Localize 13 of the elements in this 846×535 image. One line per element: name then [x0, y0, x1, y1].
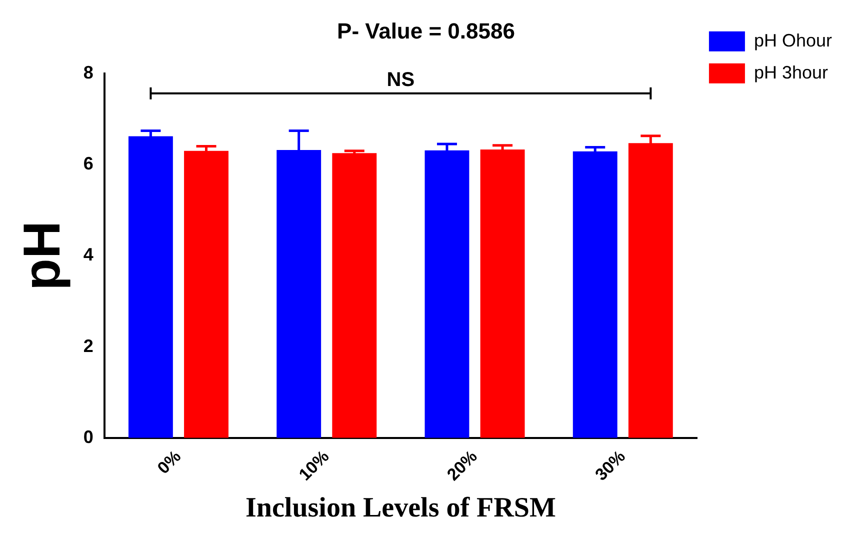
legend-label: pH 3hour — [754, 62, 828, 82]
bar — [332, 153, 377, 438]
x-tick-label: 0% — [154, 446, 185, 478]
chart-title: P- Value = 0.8586 — [337, 18, 515, 44]
y-tick-label: 4 — [83, 244, 94, 265]
y-tick-label: 6 — [83, 154, 94, 174]
y-tick-label: 0 — [83, 426, 94, 447]
y-tick-label: 2 — [83, 336, 94, 356]
y-axis-title: pH — [14, 220, 72, 290]
legend-label: pH Ohour — [754, 30, 832, 50]
x-axis-title: Inclusion Levels of FRSM — [246, 492, 556, 524]
annotation: NS — [386, 68, 415, 91]
y-tick-label: 8 — [83, 62, 94, 82]
